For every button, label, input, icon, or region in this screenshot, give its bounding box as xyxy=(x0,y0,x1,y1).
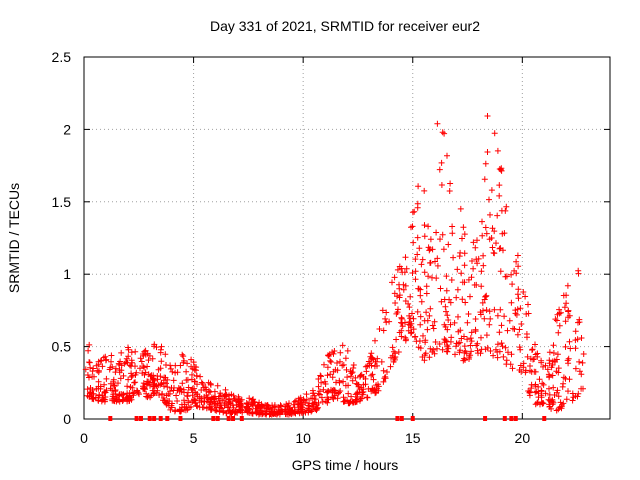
zero-marker xyxy=(226,416,231,421)
zero-marker xyxy=(152,416,157,421)
x-tick-label: 5 xyxy=(190,430,198,446)
data-points xyxy=(82,113,587,418)
y-tick-label: 2 xyxy=(63,121,71,137)
x-tick-label: 15 xyxy=(405,430,421,446)
x-tick-label: 0 xyxy=(80,430,88,446)
zero-marker xyxy=(513,416,518,421)
zero-marker xyxy=(158,416,163,421)
y-tick-label: 1.5 xyxy=(52,194,72,210)
y-tick-label: 0.5 xyxy=(52,339,72,355)
zero-marker xyxy=(178,416,183,421)
x-tick-label: 20 xyxy=(515,430,531,446)
grid-lines xyxy=(84,57,610,419)
y-axis-label: SRMTID / TECUs xyxy=(6,183,22,293)
zero-marker xyxy=(211,416,216,421)
zero-marker xyxy=(542,416,547,421)
zero-markers xyxy=(108,416,547,421)
chart-title: Day 331 of 2021, SRMTID for receiver eur… xyxy=(210,18,480,34)
zero-marker xyxy=(483,416,488,421)
zero-marker xyxy=(502,416,507,421)
plot-frame xyxy=(83,56,611,420)
zero-marker xyxy=(147,416,152,421)
zero-marker xyxy=(395,416,400,421)
srmtid-series xyxy=(82,113,587,418)
zero-marker xyxy=(509,416,514,421)
x-tick-label: 10 xyxy=(295,430,311,446)
zero-marker xyxy=(239,416,244,421)
zero-marker xyxy=(399,416,404,421)
y-tick-label: 2.5 xyxy=(52,49,72,65)
x-axis-label: GPS time / hours xyxy=(292,457,399,473)
y-tick-label: 1 xyxy=(63,266,71,282)
zero-marker xyxy=(134,416,139,421)
y-tick-labels: 0 0.5 1 1.5 2 2.5 xyxy=(52,49,72,427)
zero-marker xyxy=(410,416,415,421)
tick-marks xyxy=(83,56,610,420)
zero-marker xyxy=(165,416,170,421)
zero-marker xyxy=(108,416,113,421)
zero-marker xyxy=(215,416,220,421)
x-tick-labels: 0 5 10 15 20 xyxy=(80,430,530,446)
y-tick-label: 0 xyxy=(63,411,71,427)
zero-marker xyxy=(231,416,236,421)
zero-marker xyxy=(138,416,143,421)
